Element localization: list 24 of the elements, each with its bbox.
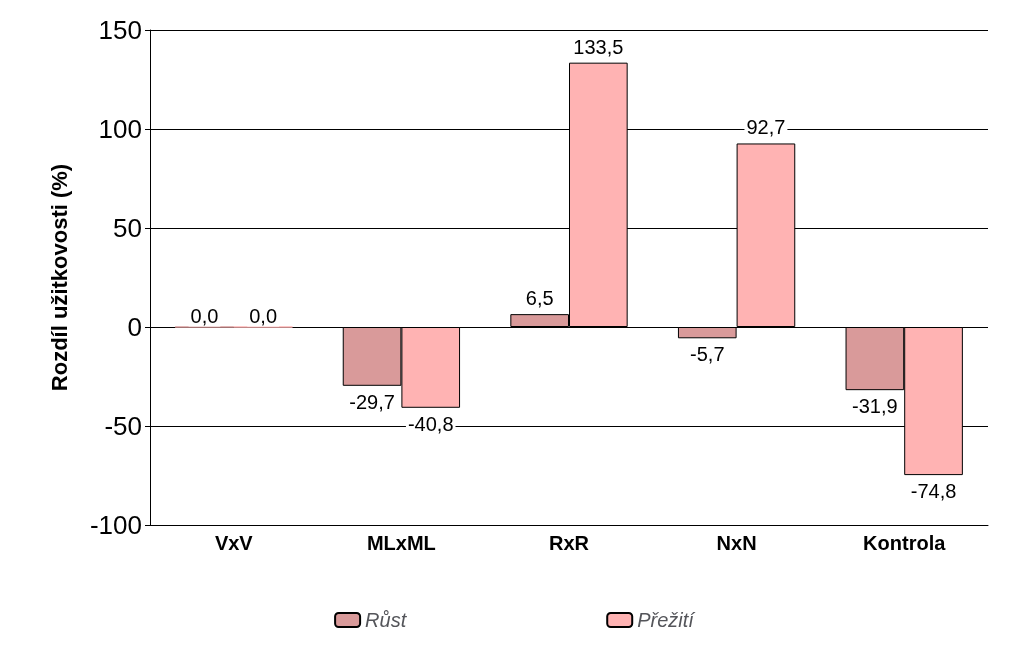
- legend-label: Přežití: [637, 609, 697, 631]
- data-label: 0,0: [249, 304, 278, 327]
- data-label: -74,8: [910, 480, 957, 503]
- data-label: -29,7: [349, 390, 395, 413]
- x-tick-label: Kontrola: [863, 532, 947, 554]
- y-tick-label: -100: [89, 510, 142, 540]
- x-tick-label: MLxML: [366, 532, 436, 554]
- y-tick-label: -50: [104, 411, 142, 441]
- y-axis-title: Rozdíl užitkovosti (%): [46, 163, 72, 392]
- y-tick-label: 50: [113, 213, 142, 243]
- y-tick-label: 150: [98, 15, 142, 45]
- y-tick-label: 0: [127, 312, 142, 342]
- data-label: 0,0: [190, 304, 219, 327]
- data-label: 92,7: [746, 116, 786, 139]
- y-tick-label: 100: [98, 114, 142, 144]
- data-label: -40,8: [407, 412, 454, 435]
- legend-label: Růst: [365, 609, 408, 631]
- data-label: -31,9: [852, 395, 898, 418]
- data-label: 133,5: [573, 35, 624, 58]
- x-tick-label: NxN: [716, 532, 757, 554]
- x-tick-label: RxR: [548, 532, 590, 554]
- x-tick-label: VxV: [214, 532, 254, 554]
- data-label: -5,7: [690, 343, 725, 366]
- data-label: 6,5: [525, 287, 554, 310]
